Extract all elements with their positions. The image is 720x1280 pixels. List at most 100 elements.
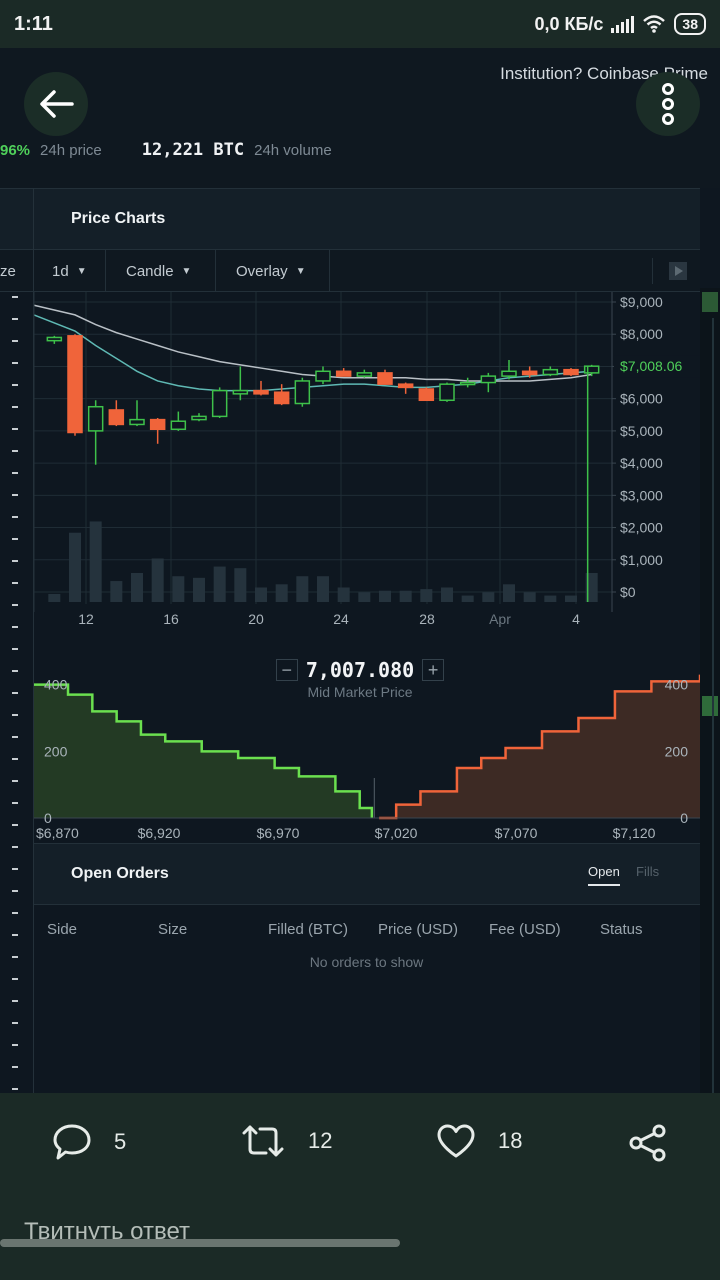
more-options-button[interactable] <box>636 72 700 136</box>
tab-fills[interactable]: Fills <box>636 864 660 879</box>
current-price-label: $7,008.06 <box>620 358 682 374</box>
y-tick-label: $6,000 <box>620 391 663 407</box>
candle-body <box>46 336 63 342</box>
like-button[interactable]: 18 <box>436 1123 522 1159</box>
depth-chart: $6,870 $6,920 $6,970 $7,020 $7,070 $7,120 400 4… <box>34 674 700 841</box>
chevron-down-icon: ▼ <box>295 265 306 277</box>
tick-mark <box>12 978 18 980</box>
bid-line <box>34 683 374 818</box>
candle-body <box>480 375 497 384</box>
volume-bar <box>585 573 598 602</box>
volume-bar <box>503 584 515 602</box>
open-orders-title: Open Orders <box>71 865 169 882</box>
price-charts-header: Price Charts <box>0 188 700 250</box>
volume-bar <box>193 577 205 602</box>
retweet-icon <box>242 1125 284 1157</box>
x-tick-label: 4 <box>572 611 580 627</box>
decrease-button[interactable]: − <box>275 659 298 681</box>
volume-bar <box>379 590 391 602</box>
heart-icon <box>437 1124 475 1158</box>
volume-bar <box>461 595 474 602</box>
candle-body <box>459 381 476 386</box>
retweet-button[interactable]: 12 <box>240 1123 332 1159</box>
tick-mark <box>12 648 18 650</box>
status-bar: 1:11 0,0 КБ/с 38 <box>0 0 720 48</box>
retweet-count: 12 <box>308 1128 333 1153</box>
reply-count: 5 <box>114 1129 127 1154</box>
tick-mark <box>12 736 18 738</box>
tick-mark <box>12 362 18 364</box>
reply-composer[interactable] <box>0 1218 720 1280</box>
column-status[interactable]: Status <box>600 921 643 938</box>
tick-mark <box>12 868 18 870</box>
tick-mark <box>12 604 18 606</box>
depth-y-label-left: 400 <box>44 677 68 693</box>
increase-button[interactable]: + <box>422 659 445 681</box>
candle-body <box>542 368 559 376</box>
orders-table-header: Side Size Filled (BTC) Price (USD) Fee (… <box>34 906 700 956</box>
share-icon <box>629 1124 666 1162</box>
volume-bar <box>296 576 309 602</box>
interval-dropdown[interactable]: 1d ▼ <box>34 250 106 292</box>
tick-mark <box>12 318 18 320</box>
tick-mark <box>12 296 18 298</box>
tick-mark <box>12 384 18 386</box>
tick-mark <box>12 758 18 760</box>
column-side[interactable]: Side <box>47 921 78 938</box>
network-speed: 0,0 КБ/с <box>534 13 604 34</box>
column-fee[interactable]: Fee (USD) <box>489 921 561 938</box>
comment-icon <box>53 1124 91 1160</box>
overlay-dropdown[interactable]: Overlay ▼ <box>216 250 330 292</box>
tick-mark <box>12 494 18 496</box>
y-tick-label: $1,000 <box>620 552 663 568</box>
play-icon <box>669 262 687 280</box>
tab-open[interactable]: Open <box>588 864 620 886</box>
volume-bar <box>482 592 495 602</box>
tick-mark <box>12 824 18 826</box>
tick-mark <box>12 692 18 694</box>
volume-bar <box>255 587 267 602</box>
size-selector[interactable]: ze <box>0 250 34 292</box>
column-filled[interactable]: Filled (BTC) <box>268 921 349 938</box>
column-size[interactable]: Size <box>158 921 188 938</box>
x-tick-label: 12 <box>78 611 94 627</box>
tick-mark <box>12 1044 18 1046</box>
more-vertical-icon <box>662 83 674 125</box>
share-button[interactable] <box>628 1123 668 1163</box>
candle-body <box>335 370 352 377</box>
candle-body <box>563 368 579 376</box>
volume-value: 12,221 BTC <box>141 140 245 160</box>
reply-button[interactable]: 5 <box>52 1123 126 1161</box>
volume-bar <box>420 589 433 602</box>
chart-type-dropdown[interactable]: Candle ▼ <box>106 250 216 292</box>
candle-body <box>377 372 393 385</box>
chevron-down-icon: ▼ <box>76 265 87 277</box>
tick-mark <box>12 934 18 936</box>
chart-type-label: Candle <box>126 262 174 280</box>
x-tick-label: Apr <box>489 611 511 627</box>
depth-y-label-right: 400 <box>665 677 689 693</box>
play-button[interactable] <box>652 258 700 284</box>
column-price[interactable]: Price (USD) <box>378 921 459 938</box>
candle-body <box>356 372 373 377</box>
tick-mark <box>12 538 18 540</box>
candle-body <box>521 370 538 376</box>
candle-body <box>149 418 166 431</box>
tick-mark <box>12 626 18 628</box>
candle-body <box>439 383 455 402</box>
back-button[interactable] <box>24 72 88 136</box>
tick-mark <box>12 670 18 672</box>
signal-icon <box>611 15 635 33</box>
price-change-label: 24h price <box>40 142 102 159</box>
depth-y-label-right: 200 <box>665 743 689 759</box>
market-stats: 96% 24h price 12,221 BTC 24h volume <box>0 140 332 160</box>
depth-x-label: $6,920 <box>138 825 181 841</box>
volume-bar <box>441 587 453 602</box>
volume-bar <box>48 593 61 602</box>
tick-mark <box>12 714 18 716</box>
scroll-indicator <box>0 1239 400 1247</box>
ma-short-line <box>33 314 592 392</box>
right-rail <box>700 288 720 1093</box>
open-orders-header: Open Orders Open Fills <box>34 843 700 905</box>
tick-mark <box>12 1022 18 1024</box>
